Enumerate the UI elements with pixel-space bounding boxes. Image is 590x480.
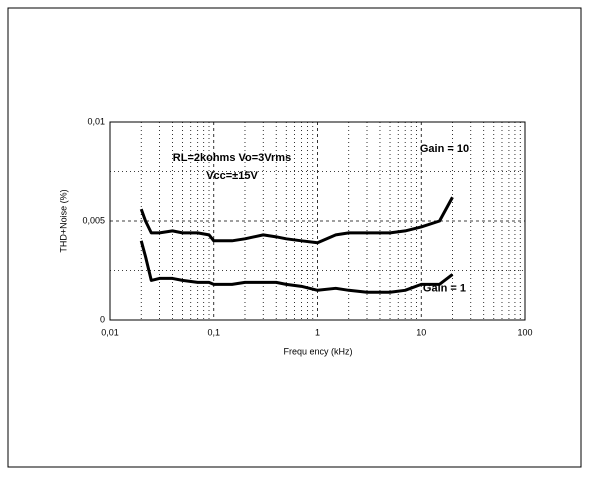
annotation: Vcc=±15V [206, 170, 258, 182]
x-tick-label: 10 [416, 327, 426, 337]
y-tick-label: 0,005 [82, 215, 105, 225]
x-tick-label: 100 [517, 327, 532, 337]
series-line [139, 196, 454, 245]
y-tick-label: 0 [100, 314, 105, 324]
y-tick-label: 0,01 [87, 116, 105, 126]
plot-area [109, 121, 526, 321]
y-axis-label: THD+Noise (%) [58, 189, 68, 252]
x-axis-label: Frequ ency (kHz) [283, 346, 352, 356]
series-label: Gain = 1 [423, 282, 466, 294]
x-tick-label: 0,01 [101, 327, 119, 337]
annotation: RL=2kohms Vo=3Vrms [173, 152, 291, 164]
x-tick-label: 0,1 [207, 327, 220, 337]
frame [7, 7, 582, 468]
series-label: Gain = 10 [420, 143, 469, 155]
x-tick-label: 1 [315, 327, 320, 337]
series-line [139, 240, 454, 294]
